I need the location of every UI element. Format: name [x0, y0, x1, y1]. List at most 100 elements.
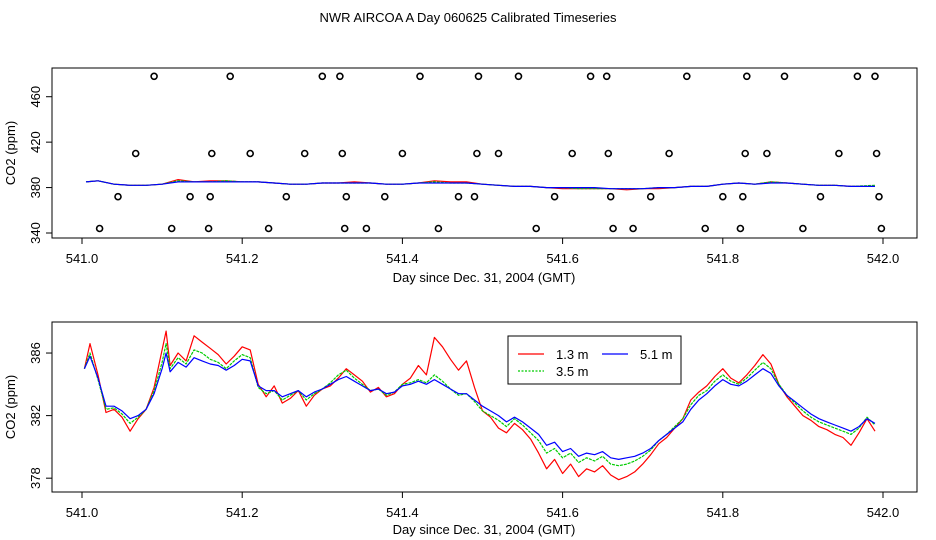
top-data-point [342, 192, 351, 201]
top-x-tick-label: 541.6 [546, 251, 579, 266]
bottom-series-1-3-m-line [83, 330, 876, 481]
top-data-point [606, 192, 615, 201]
top-data-point [454, 192, 463, 201]
top-data-point [150, 72, 158, 81]
top-data-point [131, 149, 140, 158]
top-data-point [780, 72, 789, 81]
legend-label-5-1m: 5.1 m [640, 347, 673, 362]
legend-label-1-3m: 1.3 m [556, 347, 589, 362]
top-data-point [682, 72, 691, 81]
bottom-y-tick-label: 386 [28, 342, 43, 364]
top-data-point [877, 224, 886, 233]
bottom-x-tick-label: 542.0 [867, 505, 900, 520]
top-x-tick-label: 541.4 [386, 251, 419, 266]
top-data-point [799, 224, 807, 233]
top-data-point [646, 192, 655, 201]
chart-title: NWR AIRCOA A Day 060625 Calibrated Times… [320, 10, 617, 25]
top-data-point [604, 149, 613, 158]
top-data-point [206, 192, 214, 201]
bottom-series-3-5-m-line [83, 343, 876, 467]
bottom-x-axis-label: Day since Dec. 31, 2004 (GMT) [393, 522, 576, 537]
bottom-x-tick-label: 541.8 [707, 505, 740, 520]
top-data-point [532, 224, 541, 233]
top-data-point [204, 224, 213, 233]
top-data-point [872, 149, 881, 158]
top-data-point [494, 149, 503, 158]
top-data-point [742, 72, 751, 81]
top-data-point [609, 224, 617, 233]
legend-label-3-5m: 3.5 m [556, 364, 589, 379]
top-data-point [167, 224, 176, 233]
top-data-point [114, 192, 122, 201]
top-data-point [602, 72, 611, 81]
top-x-tick-label: 541.8 [707, 251, 740, 266]
top-data-point [514, 72, 523, 81]
top-data-point [816, 192, 825, 201]
top-data-point [853, 72, 862, 81]
top-data-point [701, 224, 710, 233]
top-data-point [398, 149, 407, 158]
top-x-axis-label: Day since Dec. 31, 2004 (GMT) [393, 270, 576, 285]
top-data-point [550, 192, 559, 201]
bottom-x-axis: 541.0 541.2 541.4 541.6 541.8 542.0 [66, 492, 900, 520]
bottom-y-axis: 378 382 386 [28, 342, 52, 489]
top-series-1-3-m-line [85, 179, 875, 191]
bottom-y-tick-label: 382 [28, 405, 43, 427]
top-data-point [226, 72, 234, 81]
top-x-axis: 541.0 541.2 541.4 541.6 541.8 542.0 [66, 238, 899, 266]
top-data-point [474, 72, 483, 81]
top-x-tick-label: 541.0 [66, 251, 99, 266]
top-y-axis-label: CO2 (ppm) [3, 121, 18, 185]
top-data-point [264, 224, 273, 233]
top-data-point [871, 72, 879, 81]
bottom-y-tick-label: 378 [28, 467, 43, 489]
bottom-x-tick-label: 541.0 [66, 505, 99, 520]
top-y-tick-label: 460 [28, 86, 43, 108]
top-data-point [741, 149, 750, 158]
bottom-x-tick-label: 541.4 [386, 505, 419, 520]
legend-box [507, 335, 682, 385]
top-data-point [665, 149, 673, 158]
bottom-y-axis-label: CO2 (ppm) [3, 375, 18, 439]
legend: 1.3 m 5.1 m 3.5 m [507, 335, 682, 385]
top-data-point [586, 72, 595, 81]
top-data-point [340, 224, 349, 233]
top-data-point [246, 149, 254, 158]
top-data-point [434, 224, 443, 233]
top-data-point [95, 224, 104, 233]
top-data-point [338, 149, 347, 158]
top-points-group [95, 72, 886, 233]
top-data-point [763, 149, 771, 158]
top-data-point [380, 192, 389, 201]
top-data-point [208, 149, 216, 158]
bottom-x-tick-label: 541.2 [226, 505, 259, 520]
top-series-5-1-m-line [85, 180, 875, 190]
bottom-series-5-1-m-line [83, 352, 876, 460]
top-data-point [736, 224, 745, 233]
bottom-x-tick-label: 541.6 [546, 505, 579, 520]
bottom-panel: 541.0 541.2 541.4 541.6 541.8 542.0 378 382 386… [3, 321, 918, 537]
top-data-point [875, 192, 883, 201]
top-data-point [282, 192, 291, 201]
top-data-point [362, 224, 371, 233]
bottom-plot-frame [51, 321, 918, 493]
top-data-point [473, 149, 481, 158]
top-data-point [336, 72, 344, 81]
top-y-tick-label: 380 [28, 177, 43, 199]
top-data-point [568, 149, 577, 158]
top-series-group [85, 179, 876, 191]
top-data-point [738, 192, 747, 201]
top-data-point [318, 72, 327, 81]
top-plot-frame [51, 67, 918, 239]
top-y-tick-label: 340 [28, 222, 43, 244]
top-data-point [718, 192, 727, 201]
top-data-point [186, 192, 194, 201]
top-data-point [470, 192, 479, 201]
top-x-tick-label: 541.2 [226, 251, 259, 266]
top-y-tick-label: 420 [28, 131, 43, 153]
top-data-point [629, 224, 637, 233]
bottom-series-group [83, 330, 876, 481]
top-data-point [300, 149, 309, 158]
